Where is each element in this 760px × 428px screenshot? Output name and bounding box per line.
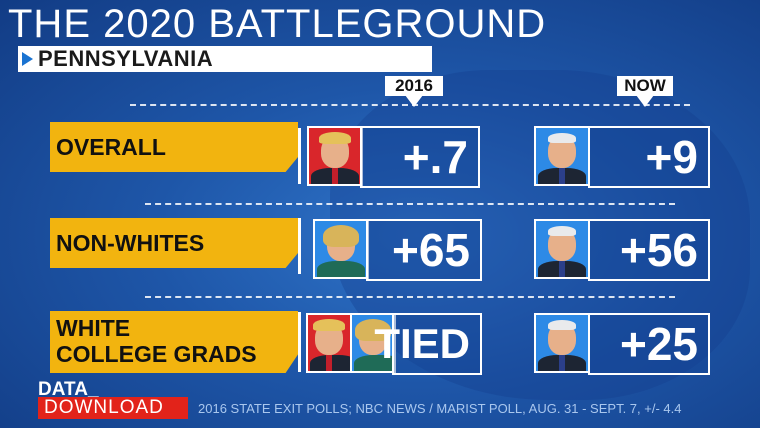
value-text: +.7 [402,131,468,183]
subtitle-bar: PENNSYLVANIA [18,46,432,72]
state-name: PENNSYLVANIA [38,46,214,71]
graphic-title: THE 2020 BATTLEGROUND [8,2,547,46]
value-2016-overall: +.7 [360,126,480,188]
biden-portrait [534,313,590,373]
column-label-2016: 2016 [385,76,443,96]
row-label-non-whites: NON-WHITES [50,218,298,268]
row-divider [298,218,301,274]
biden-portrait [534,219,590,279]
trump-portrait [306,313,352,373]
row-label-white-college-grads: WHITE COLLEGE GRADS [50,311,298,373]
separator-top [130,104,690,106]
play-arrow-icon [22,52,33,66]
row-label-text-line2: COLLEGE GRADS [56,341,257,367]
row-divider [298,128,301,184]
row-label-text: OVERALL [56,134,166,160]
value-text: +9 [645,131,698,183]
value-2016-non-whites: +65 [366,219,482,281]
biden-portrait [534,126,590,186]
brand-download: DOWNLOAD [38,397,188,419]
hillary-portrait [350,313,396,373]
source-note: 2016 STATE EXIT POLLS; NBC NEWS / MARIST… [198,401,682,416]
trump-portrait [307,126,363,186]
row-label-overall: OVERALL [50,122,298,172]
hillary-portrait [313,219,369,279]
value-text: +25 [619,318,698,370]
separator-bottom [145,296,675,298]
value-now-white-college-grads: +25 [588,313,710,375]
value-text: +65 [391,224,470,276]
separator-middle [145,203,675,205]
value-text: TIED [374,320,470,367]
row-label-text: NON-WHITES [56,230,205,256]
brand-data: DATA_ [38,379,99,400]
value-now-overall: +9 [588,126,710,188]
value-2016-white-college-grads: TIED [374,313,482,375]
value-text: +56 [619,224,698,276]
value-now-non-whites: +56 [588,219,710,281]
row-label-text-line1: WHITE [56,315,131,341]
row-divider [298,312,301,372]
column-label-now: NOW [617,76,673,96]
